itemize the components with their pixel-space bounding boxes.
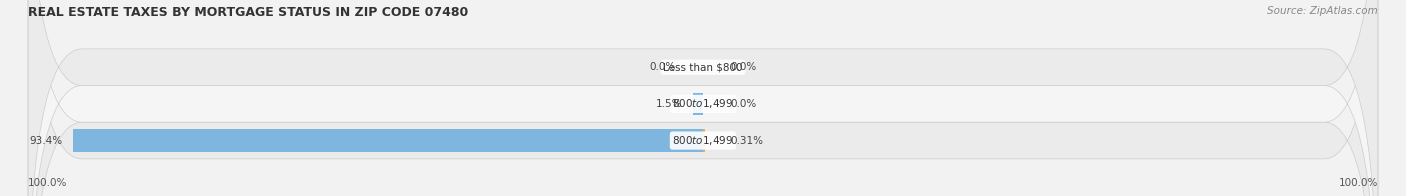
Text: $800 to $1,499: $800 to $1,499 <box>672 134 734 147</box>
Text: REAL ESTATE TAXES BY MORTGAGE STATUS IN ZIP CODE 07480: REAL ESTATE TAXES BY MORTGAGE STATUS IN … <box>28 6 468 19</box>
Bar <box>693 93 703 115</box>
Text: 100.0%: 100.0% <box>28 178 67 188</box>
FancyBboxPatch shape <box>28 0 1378 196</box>
FancyBboxPatch shape <box>28 0 1378 196</box>
Text: $800 to $1,499: $800 to $1,499 <box>672 97 734 110</box>
FancyBboxPatch shape <box>28 0 1378 196</box>
Text: 100.0%: 100.0% <box>1339 178 1378 188</box>
Text: 0.0%: 0.0% <box>730 99 756 109</box>
Text: Source: ZipAtlas.com: Source: ZipAtlas.com <box>1267 6 1378 16</box>
Text: 0.0%: 0.0% <box>730 62 756 72</box>
Text: 93.4%: 93.4% <box>30 136 62 146</box>
Text: 1.5%: 1.5% <box>657 99 683 109</box>
Bar <box>73 129 703 152</box>
Text: 0.0%: 0.0% <box>650 62 676 72</box>
Text: 0.31%: 0.31% <box>730 136 763 146</box>
Bar <box>703 129 704 152</box>
Text: Less than $800: Less than $800 <box>664 62 742 72</box>
